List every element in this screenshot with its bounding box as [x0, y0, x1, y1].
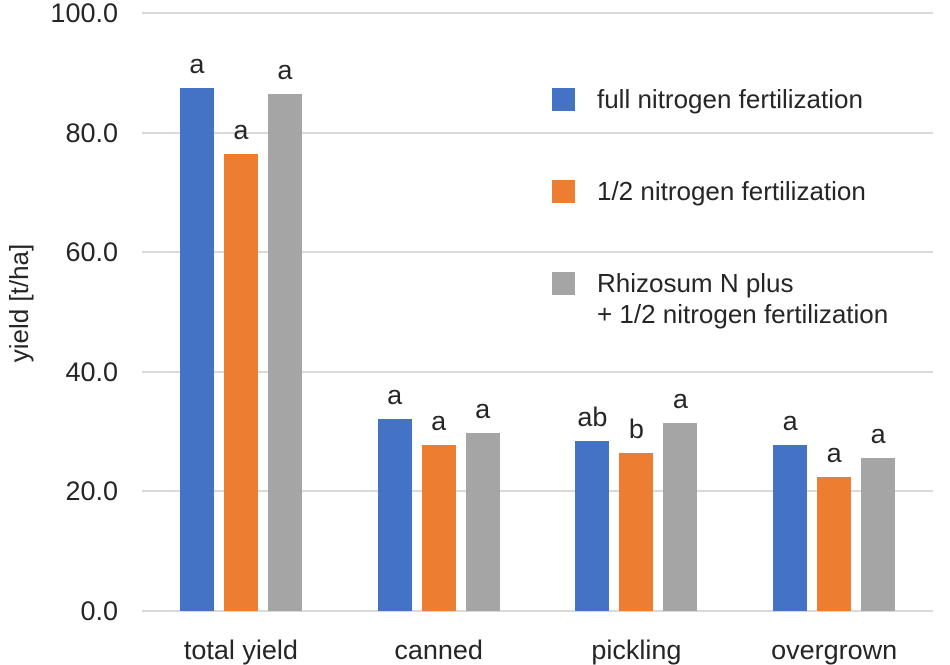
gridline [142, 610, 933, 612]
y-tick-label: 100.0 [50, 0, 118, 28]
bar [421, 444, 456, 611]
gridline [142, 251, 933, 254]
significance-label: ab [577, 402, 608, 433]
bar [663, 422, 698, 611]
bar [465, 432, 500, 611]
significance-label: a [475, 393, 491, 424]
bar [377, 419, 412, 611]
significance-label: a [277, 54, 293, 85]
significance-label: a [431, 405, 447, 436]
significance-label: a [672, 383, 688, 414]
legend-label-line: full nitrogen fertilization [597, 84, 863, 114]
y-tick-label: 20.0 [65, 476, 118, 507]
category-label: overgrown [771, 635, 898, 665]
significance-label: a [233, 114, 249, 145]
bar [773, 444, 808, 611]
y-tick-label: 60.0 [65, 237, 118, 268]
legend-swatch [552, 272, 575, 295]
bar [619, 453, 654, 611]
legend-label-line: Rhizosum N plus [597, 268, 794, 298]
gridline [142, 370, 933, 373]
legend-swatch [552, 180, 575, 203]
bar [223, 153, 258, 611]
legend-label-line: + 1/2 nitrogen fertilization [597, 299, 889, 329]
significance-label: a [189, 48, 205, 79]
significance-label: b [628, 414, 644, 445]
gridline [142, 131, 933, 134]
legend-label: full nitrogen fertilization [597, 84, 863, 115]
bar [817, 477, 852, 611]
category-label: canned [394, 635, 483, 665]
category-label: pickling [591, 635, 682, 665]
bar [267, 93, 302, 611]
legend-label: Rhizosum N plus + 1/2 nitrogen fertilizat… [597, 268, 888, 330]
y-tick-label: 40.0 [65, 356, 118, 387]
y-tick-label: 80.0 [65, 117, 118, 148]
significance-label: a [387, 380, 403, 411]
bar [861, 457, 896, 611]
legend-label-line: 1/2 nitrogen fertilization [597, 176, 866, 206]
legend-label: 1/2 nitrogen fertilization [597, 176, 866, 207]
significance-label: a [870, 418, 886, 449]
gridline [142, 490, 933, 493]
significance-label: a [782, 405, 798, 436]
legend-swatch [552, 88, 575, 111]
significance-label: a [826, 438, 842, 469]
y-tick-label: 0.0 [80, 596, 118, 626]
gridline [142, 12, 933, 14]
y-axis-title: yield [t/ha] [4, 243, 34, 363]
category-label: total yield [183, 635, 298, 665]
bar [179, 87, 214, 611]
bar [575, 441, 610, 611]
